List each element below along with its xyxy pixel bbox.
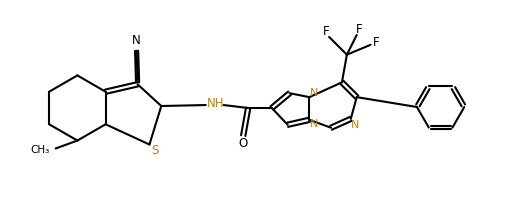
- Text: F: F: [373, 36, 380, 49]
- Text: N: N: [310, 119, 319, 129]
- Text: N: N: [310, 88, 319, 98]
- Text: N: N: [132, 34, 141, 47]
- Text: O: O: [239, 137, 248, 150]
- Text: S: S: [152, 144, 159, 157]
- Text: CH₃: CH₃: [31, 145, 50, 155]
- Text: N: N: [350, 120, 359, 130]
- Text: F: F: [356, 23, 362, 35]
- Text: F: F: [323, 26, 330, 38]
- Text: NH: NH: [207, 97, 224, 110]
